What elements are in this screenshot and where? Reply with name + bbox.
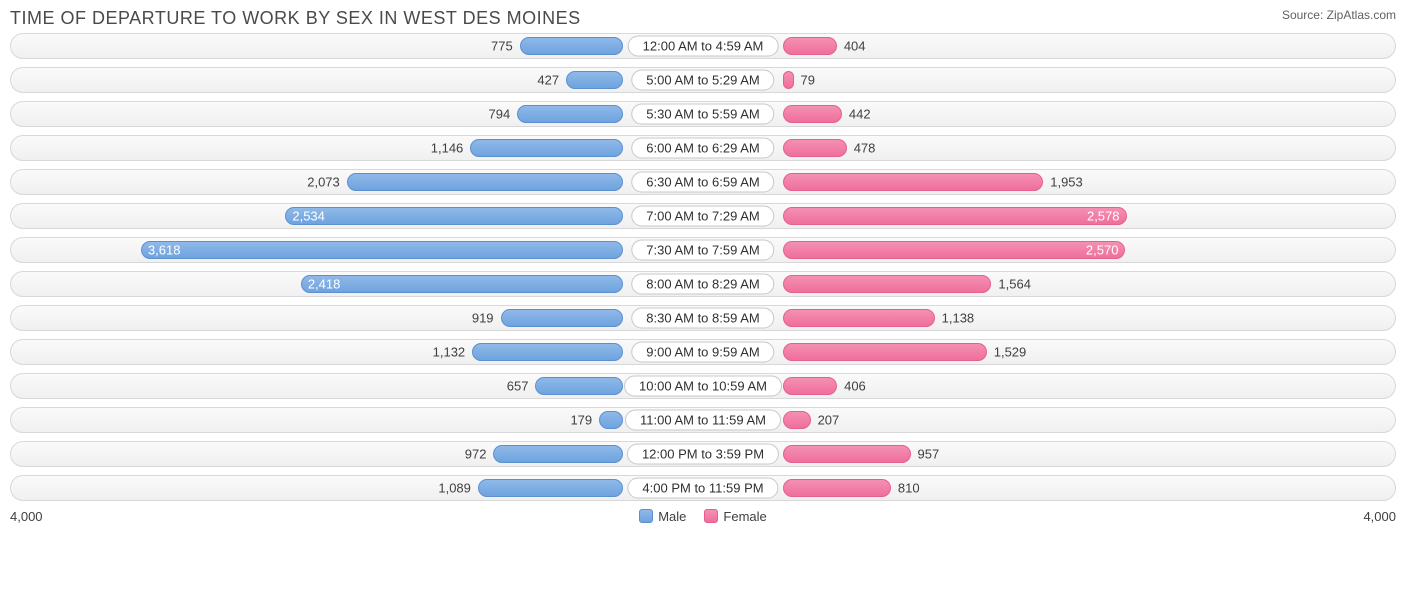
value-female: 442	[841, 107, 871, 122]
row-label: 11:00 AM to 11:59 AM	[625, 410, 781, 431]
bar-male: 1,089	[478, 479, 623, 497]
value-female: 1,138	[934, 311, 975, 326]
chart-row: 1,146 478 6:00 AM to 6:29 AM	[10, 135, 1396, 161]
bar-male: 2,073	[347, 173, 623, 191]
legend-female: Female	[704, 509, 766, 524]
bar-female: 2,570	[783, 241, 1125, 259]
row-label: 6:30 AM to 6:59 AM	[631, 172, 774, 193]
row-label: 12:00 AM to 4:59 AM	[628, 36, 779, 57]
chart-row: 97295712:00 PM to 3:59 PM	[10, 441, 1396, 467]
chart-row: 794 442 5:30 AM to 5:59 AM	[10, 101, 1396, 127]
chart-row: 919 1,138 8:30 AM to 8:59 AM	[10, 305, 1396, 331]
chart-row: 2,073 1,953 6:30 AM to 6:59 AM	[10, 169, 1396, 195]
bar-female: 442	[783, 105, 842, 123]
value-male: 1,146	[431, 141, 472, 156]
legend-swatch-male	[639, 509, 653, 523]
bar-female: 2,578	[783, 207, 1127, 225]
value-female: 207	[810, 413, 840, 428]
value-female: 810	[890, 481, 920, 496]
row-label: 8:30 AM to 8:59 AM	[631, 308, 774, 329]
value-male: 919	[472, 311, 502, 326]
chart-source: Source: ZipAtlas.com	[1282, 8, 1396, 22]
bar-male: 2,418	[301, 275, 623, 293]
bar-male: 657	[535, 377, 623, 395]
row-label: 10:00 AM to 10:59 AM	[624, 376, 782, 397]
row-label: 4:00 PM to 11:59 PM	[627, 478, 778, 499]
bar-male: 3,618	[141, 241, 623, 259]
value-male: 2,418	[308, 277, 341, 292]
bar-female: 1,138	[783, 309, 935, 327]
chart-footer: 4,000 Male Female 4,000	[10, 509, 1396, 524]
bar-female: 404	[783, 37, 837, 55]
row-label: 7:30 AM to 7:59 AM	[631, 240, 774, 261]
row-label: 5:00 AM to 5:29 AM	[631, 70, 774, 91]
bar-male: 427	[566, 71, 623, 89]
bar-female: 1,953	[783, 173, 1043, 191]
value-male: 3,618	[148, 243, 181, 258]
bar-male: 794	[517, 105, 623, 123]
chart-row: 3,618 2,570 7:30 AM to 7:59 AM	[10, 237, 1396, 263]
bar-female: 79	[783, 71, 794, 89]
chart-title: TIME OF DEPARTURE TO WORK BY SEX IN WEST…	[10, 8, 581, 29]
legend-swatch-female	[704, 509, 718, 523]
bar-female: 207	[783, 411, 811, 429]
chart-row: 2,418 1,564 8:00 AM to 8:29 AM	[10, 271, 1396, 297]
value-female: 478	[846, 141, 876, 156]
diverging-bar-chart: 77540412:00 AM to 4:59 AM427795:00 AM to…	[10, 33, 1396, 501]
bar-male: 1,146	[470, 139, 623, 157]
chart-row: 2,534 2,578 7:00 AM to 7:29 AM	[10, 203, 1396, 229]
value-female: 2,578	[1087, 209, 1120, 224]
bar-male: 1,132	[472, 343, 623, 361]
row-label: 8:00 AM to 8:29 AM	[631, 274, 774, 295]
legend-male: Male	[639, 509, 686, 524]
row-label: 7:00 AM to 7:29 AM	[631, 206, 774, 227]
bar-female: 406	[783, 377, 837, 395]
chart-header: TIME OF DEPARTURE TO WORK BY SEX IN WEST…	[10, 8, 1396, 29]
bar-female: 1,564	[783, 275, 991, 293]
bar-female: 957	[783, 445, 911, 463]
value-male: 972	[465, 447, 495, 462]
value-female: 957	[910, 447, 940, 462]
value-male: 794	[489, 107, 519, 122]
value-male: 1,089	[438, 481, 479, 496]
row-label: 12:00 PM to 3:59 PM	[627, 444, 779, 465]
bar-female: 478	[783, 139, 847, 157]
chart-row: 1,089 810 4:00 PM to 11:59 PM	[10, 475, 1396, 501]
legend: Male Female	[639, 509, 767, 524]
value-female: 2,570	[1086, 243, 1119, 258]
chart-row: 1,132 1,529 9:00 AM to 9:59 AM	[10, 339, 1396, 365]
chart-row: 77540412:00 AM to 4:59 AM	[10, 33, 1396, 59]
legend-label-female: Female	[723, 509, 766, 524]
legend-label-male: Male	[658, 509, 686, 524]
value-male: 1,132	[433, 345, 474, 360]
value-female: 1,564	[990, 277, 1031, 292]
bar-male: 919	[501, 309, 623, 327]
bar-male: 972	[493, 445, 623, 463]
value-female: 1,529	[986, 345, 1027, 360]
row-label: 5:30 AM to 5:59 AM	[631, 104, 774, 125]
chart-row: 427 79 5:00 AM to 5:29 AM	[10, 67, 1396, 93]
bar-female: 810	[783, 479, 891, 497]
value-male: 179	[570, 413, 600, 428]
bar-female: 1,529	[783, 343, 987, 361]
chart-row: 65740610:00 AM to 10:59 AM	[10, 373, 1396, 399]
axis-max-right: 4,000	[1363, 509, 1396, 524]
value-female: 404	[836, 39, 866, 54]
bar-male: 2,534	[285, 207, 623, 225]
value-female: 406	[836, 379, 866, 394]
value-male: 775	[491, 39, 521, 54]
value-male: 657	[507, 379, 537, 394]
value-male: 427	[537, 73, 567, 88]
bar-male: 179	[599, 411, 623, 429]
value-female: 1,953	[1042, 175, 1083, 190]
value-male: 2,534	[292, 209, 325, 224]
row-label: 9:00 AM to 9:59 AM	[631, 342, 774, 363]
chart-row: 17920711:00 AM to 11:59 AM	[10, 407, 1396, 433]
axis-max-left: 4,000	[10, 509, 43, 524]
row-label: 6:00 AM to 6:29 AM	[631, 138, 774, 159]
value-male: 2,073	[307, 175, 348, 190]
value-female: 79	[793, 73, 815, 88]
bar-male: 775	[520, 37, 623, 55]
